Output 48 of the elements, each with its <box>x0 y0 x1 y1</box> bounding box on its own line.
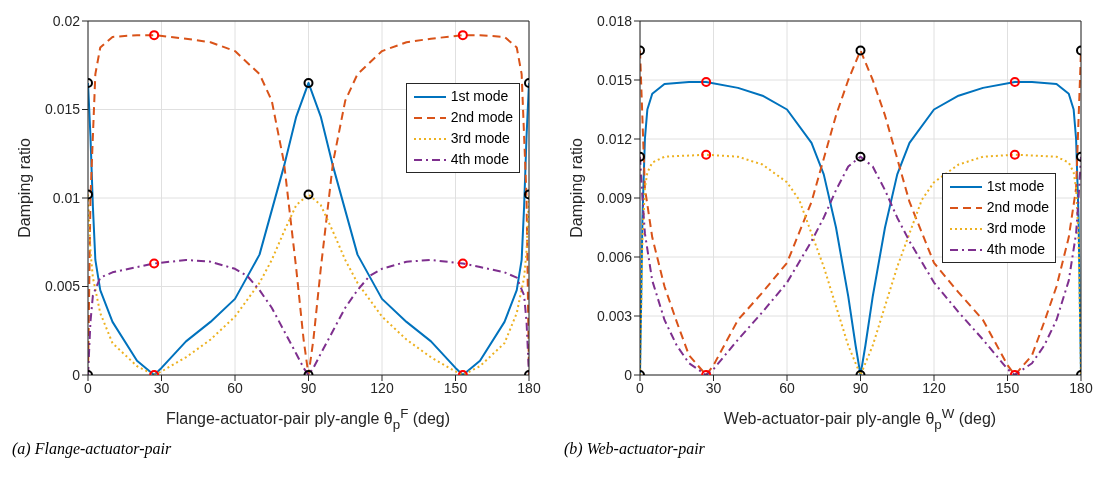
x-axis-title: Flange-actuator-pair ply-angle θ$_{p}$$^{F}$ (deg) <box>164 406 452 432</box>
point <box>149 30 160 41</box>
legend-label: 2nd mode <box>450 108 513 127</box>
x-tick-label: 150 <box>443 379 468 396</box>
x-tick-label: 180 <box>517 379 541 396</box>
text: (b) Web-actuator-pair <box>564 439 706 458</box>
y-tick-label: 0.006 <box>596 248 633 265</box>
y-tick-label: 0.02 <box>52 12 81 29</box>
point <box>701 76 712 87</box>
y-tick-label: 0.018 <box>596 12 633 29</box>
text: (a) Flange-actuator-pair <box>12 439 173 458</box>
x-tick-label: 0 <box>84 379 93 396</box>
x-tick-label: 90 <box>852 379 869 396</box>
y-tick-label: 0.012 <box>596 130 633 147</box>
y-tick-label: 0.003 <box>596 307 633 324</box>
x-tick-label: 90 <box>300 379 317 396</box>
y-tick-label: 0.005 <box>44 278 81 295</box>
y-axis-title: Damping ratio <box>16 138 34 238</box>
legend-label: 4th mode <box>986 240 1046 259</box>
point <box>149 258 160 269</box>
point <box>1009 76 1020 87</box>
point <box>457 258 468 269</box>
legend-label: 4th mode <box>450 150 510 169</box>
legend-label: 3rd mode <box>986 219 1046 238</box>
x-tick-label: 60 <box>227 379 243 396</box>
y-tick-label: 0.015 <box>44 101 81 118</box>
y-tick-label: 0.009 <box>596 189 633 206</box>
point <box>457 30 468 41</box>
y-tick-label: 0.015 <box>596 71 633 88</box>
x-tick-label: 60 <box>779 379 795 396</box>
x-tick-label: 120 <box>370 379 394 396</box>
x-axis-title: Web-actuator-pair ply-angle θ$_{p}$$^{W}$ (deg) <box>722 406 998 432</box>
point <box>701 149 712 160</box>
y-axis-title: Damping ratio <box>568 138 586 238</box>
legend-label: 1st mode <box>450 87 509 106</box>
x-tick-label: 180 <box>1069 379 1093 396</box>
y-tick-label: 0 <box>72 366 81 383</box>
legend-label: 2nd mode <box>986 198 1049 217</box>
y-tick-label: 0.01 <box>52 189 81 206</box>
x-tick-label: 150 <box>995 379 1020 396</box>
x-tick-label: 30 <box>705 379 722 396</box>
x-tick-label: 0 <box>636 379 645 396</box>
point <box>1009 149 1020 160</box>
legend-label: 3rd mode <box>450 129 510 148</box>
x-tick-label: 120 <box>922 379 946 396</box>
legend-label: 1st mode <box>986 177 1045 196</box>
x-tick-label: 30 <box>153 379 170 396</box>
y-tick-label: 0 <box>624 366 633 383</box>
